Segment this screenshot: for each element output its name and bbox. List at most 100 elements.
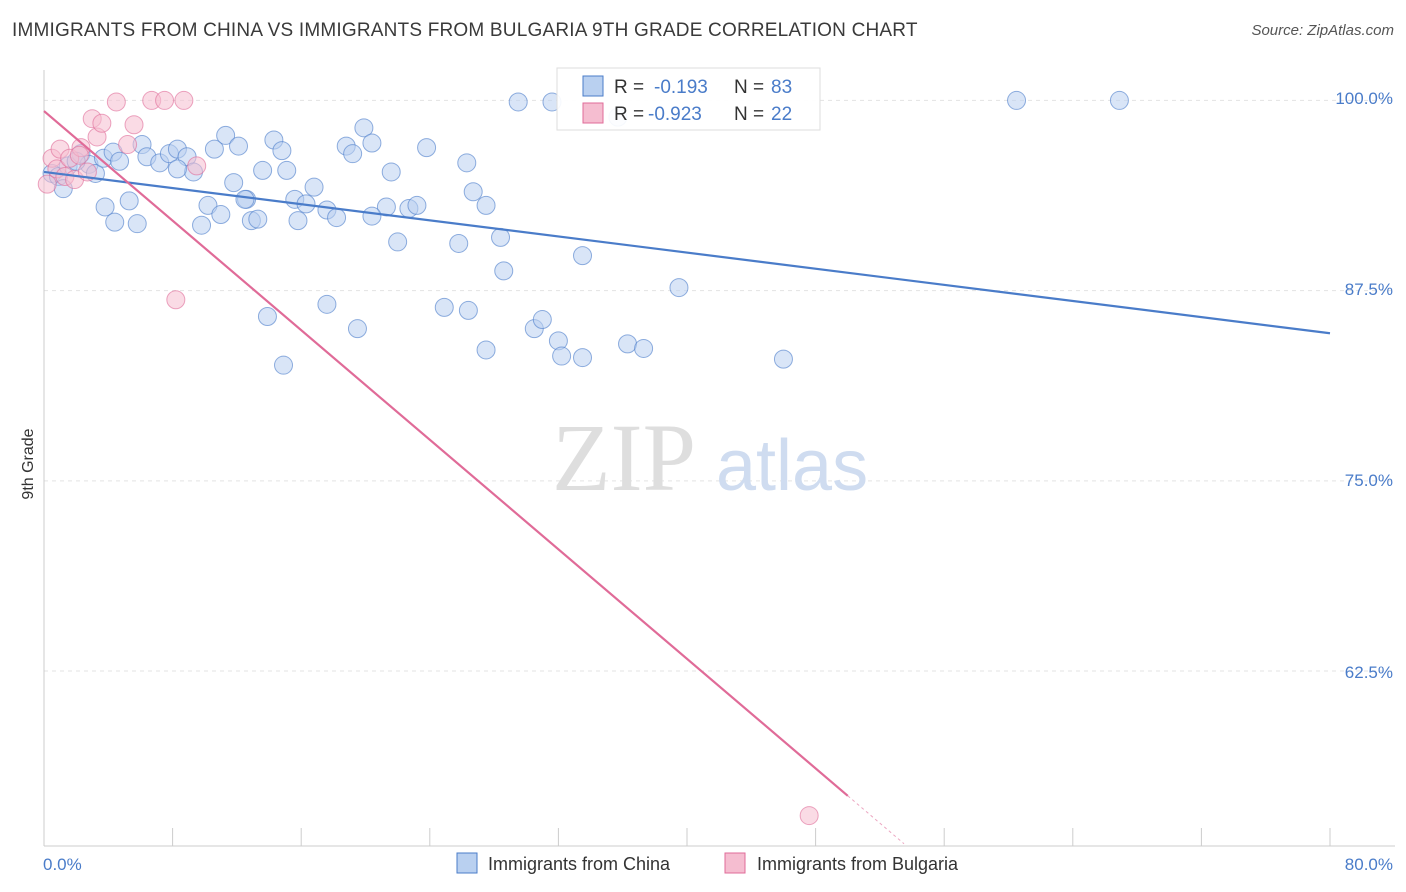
point-china [110, 151, 130, 171]
chart-source: Source: ZipAtlas.com [1251, 22, 1394, 39]
legend-swatch-bulgaria[interactable] [724, 852, 746, 874]
point-china [317, 294, 337, 314]
point-china [388, 232, 408, 252]
stats-swatch-bulgaria [582, 102, 604, 124]
point-china [277, 160, 297, 180]
point-china [381, 162, 401, 182]
point-china [476, 195, 496, 215]
point-china [669, 278, 689, 298]
point-china [253, 160, 273, 180]
point-china [532, 310, 552, 330]
point-china [224, 173, 244, 193]
trend-lines [43, 110, 1331, 845]
point-china [407, 195, 427, 215]
y-tick-label: 100.0% [1335, 89, 1393, 108]
point-china [434, 297, 454, 317]
point-bulgaria [155, 90, 175, 110]
point-china [198, 195, 218, 215]
stats-n-value-china: 83 [771, 77, 792, 98]
point-china [216, 125, 236, 145]
point-china [463, 182, 483, 202]
point-china [494, 261, 514, 281]
point-china [573, 348, 593, 368]
point-china [235, 189, 255, 209]
point-china [127, 214, 147, 234]
stats-r-value-china: -0.193 [654, 77, 708, 98]
trend-line-bulgaria [43, 110, 849, 797]
stats-n-value-bulgaria: 22 [771, 104, 792, 125]
point-china [343, 144, 363, 164]
point-china [95, 197, 115, 217]
point-china [457, 153, 477, 173]
x-tick-label-max: 80.0% [1345, 855, 1393, 874]
point-china [773, 349, 793, 369]
point-china [272, 141, 292, 161]
point-china [476, 340, 496, 360]
point-china [347, 319, 367, 339]
legend-label-china[interactable]: Immigrants from China [488, 854, 671, 874]
legend-label-bulgaria[interactable]: Immigrants from Bulgaria [757, 854, 959, 874]
point-china [288, 211, 308, 231]
stats-n-label-china: N = [734, 77, 764, 98]
axes [43, 70, 1395, 847]
point-china [274, 355, 294, 375]
point-china [1109, 90, 1129, 110]
stats-n-label-bulgaria: N = [734, 104, 764, 125]
point-china [508, 92, 528, 112]
point-china [552, 346, 572, 366]
stats-box: R = -0.193 N = 83 R = -0.923 N = 22 [556, 67, 821, 131]
legend: Immigrants from China Immigrants from Bu… [456, 852, 959, 874]
y-tick-label: 87.5% [1345, 280, 1393, 299]
point-china [354, 118, 374, 138]
point-china [327, 208, 347, 228]
grid-lines [44, 99, 1395, 672]
point-bulgaria [92, 113, 112, 133]
point-china [362, 206, 382, 226]
y-tick-label: 62.5% [1345, 663, 1393, 682]
point-china [248, 209, 268, 229]
point-china [304, 177, 324, 197]
y-tick-labels: 100.0% 87.5% 75.0% 62.5% [1335, 89, 1393, 682]
point-china [204, 139, 224, 159]
series-china-points [42, 90, 1129, 375]
point-china [105, 212, 125, 232]
series-bulgaria-points [37, 90, 819, 826]
y-tick-label: 75.0% [1345, 471, 1393, 490]
point-china [573, 246, 593, 266]
point-china [1007, 90, 1027, 110]
point-bulgaria [37, 174, 57, 194]
watermark-zip: ZIP [552, 404, 696, 511]
point-china [211, 205, 231, 225]
point-china [449, 233, 469, 253]
trend-line-bulgaria-extension [847, 795, 905, 845]
point-bulgaria [187, 156, 207, 176]
point-china [257, 306, 277, 326]
point-bulgaria [124, 115, 144, 135]
y-axis-label: 9th Grade [20, 428, 37, 499]
point-bulgaria [118, 135, 138, 155]
x-tick-label-min: 0.0% [43, 855, 82, 874]
stats-r-label-bulgaria: R = [614, 104, 644, 125]
stats-r-value-bulgaria: -0.923 [648, 104, 702, 125]
trend-line-china [43, 170, 1331, 335]
point-china [634, 338, 654, 358]
point-bulgaria [166, 290, 186, 310]
point-china [458, 300, 478, 320]
point-china [618, 334, 638, 354]
point-china [192, 215, 212, 235]
point-bulgaria [174, 90, 194, 110]
chart-title: IMMIGRANTS FROM CHINA VS IMMIGRANTS FROM… [12, 20, 918, 41]
legend-swatch-china[interactable] [456, 852, 478, 874]
watermark-atlas: atlas [716, 426, 868, 506]
point-china [167, 159, 187, 179]
point-bulgaria [106, 92, 126, 112]
point-bulgaria [69, 145, 89, 165]
point-china [362, 133, 382, 153]
point-china [229, 136, 249, 156]
point-bulgaria [799, 806, 819, 826]
stats-r-label-china: R = [614, 77, 644, 98]
stats-swatch-china [582, 75, 604, 97]
point-china [119, 191, 139, 211]
point-china [417, 138, 437, 158]
